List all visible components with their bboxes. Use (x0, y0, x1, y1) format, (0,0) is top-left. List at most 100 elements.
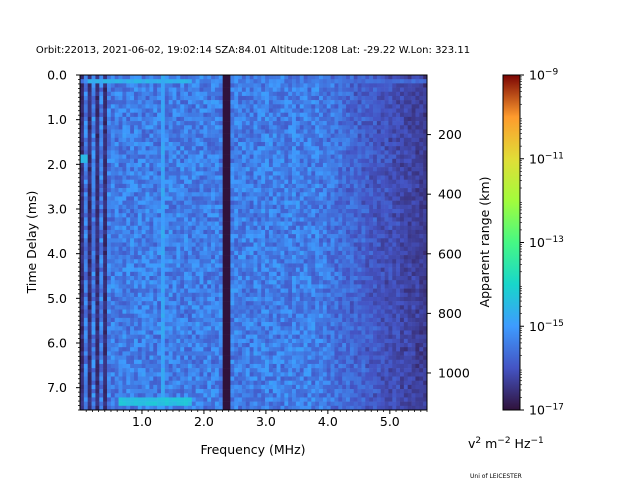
heatmap-cell (226, 196, 231, 201)
heatmap-cell (376, 179, 382, 185)
heatmap-cell (376, 213, 382, 218)
heatmap-cell (168, 95, 173, 101)
heatmap-cell (380, 137, 385, 143)
heatmap-cell (265, 137, 270, 143)
heatmap-cell (376, 100, 382, 105)
heatmap-cell (153, 221, 158, 227)
heatmap-cell (126, 104, 131, 109)
heatmap-cell (199, 95, 204, 101)
heatmap-cell (187, 75, 193, 80)
heatmap-cell (95, 213, 100, 218)
heatmap-cell (299, 263, 304, 268)
heatmap-cell (423, 162, 428, 168)
heatmap-cell (160, 129, 166, 134)
heatmap-cell (180, 296, 185, 302)
heatmap-cell (211, 175, 216, 180)
heatmap-cell (276, 301, 281, 306)
heatmap-cell (326, 162, 331, 168)
heatmap-cell (211, 250, 216, 256)
heatmap-cell (396, 196, 401, 201)
heatmap-cell (342, 250, 347, 256)
heatmap-cell (199, 284, 204, 289)
heatmap-cell (365, 104, 370, 109)
heatmap-cell (164, 146, 169, 151)
heatmap-cell (238, 91, 243, 97)
heatmap-cell (187, 142, 193, 147)
heatmap-cell (130, 271, 135, 277)
heatmap-cell (218, 192, 223, 197)
heatmap-cell (423, 183, 428, 189)
heatmap-cell (199, 238, 204, 243)
heatmap-cell (168, 204, 173, 210)
heatmap-cell (319, 263, 324, 268)
heatmap-cell (238, 87, 243, 93)
heatmap-cell (195, 246, 200, 252)
heatmap-cell (99, 238, 104, 243)
heatmap-cell (295, 301, 301, 306)
heatmap-cell (126, 280, 131, 285)
heatmap-cell (218, 121, 223, 126)
heatmap-cell (99, 75, 104, 80)
heatmap-cell (411, 125, 416, 130)
heatmap-cell (276, 221, 281, 227)
heatmap-cell (164, 217, 169, 222)
heatmap-cell (110, 158, 115, 164)
heatmap-cell (365, 87, 370, 93)
heatmap-cell (307, 142, 312, 147)
heatmap-cell (83, 75, 89, 80)
heatmap-cell (315, 204, 320, 210)
heatmap-cell (226, 112, 231, 118)
heatmap-cell (199, 100, 204, 105)
heatmap-cell (114, 112, 119, 118)
heatmap-cell (222, 246, 227, 252)
heatmap-cell (400, 137, 405, 143)
heatmap-cell (392, 79, 397, 84)
heatmap-cell (326, 188, 331, 193)
heatmap-cell (141, 125, 146, 130)
heatmap-cell (153, 209, 158, 214)
heatmap-cell (80, 305, 85, 310)
heatmap-cell (272, 129, 277, 134)
heatmap-cell (407, 217, 412, 222)
heatmap-cell (203, 225, 208, 231)
heatmap-cell (184, 238, 189, 243)
heatmap-cell (218, 200, 223, 206)
heatmap-cell (319, 242, 324, 247)
heatmap-cell (149, 83, 154, 88)
heatmap-cell (184, 271, 189, 277)
heatmap-cell (388, 259, 393, 264)
heatmap-cell (153, 196, 158, 201)
heatmap-cell (276, 217, 281, 222)
heatmap-cell (334, 204, 339, 210)
heatmap-cell (349, 296, 355, 302)
heatmap-cell (172, 188, 177, 193)
heatmap-cell (319, 188, 324, 193)
heatmap-cell (276, 234, 281, 239)
heatmap-cell (268, 175, 274, 180)
heatmap-cell (234, 242, 239, 247)
heatmap-cell (83, 154, 89, 160)
heatmap-cell (141, 301, 146, 306)
heatmap-cell (349, 284, 355, 289)
heatmap-cell (272, 234, 277, 239)
heatmap-cell (103, 162, 108, 168)
heatmap-cell (419, 213, 424, 218)
heatmap-cell (357, 179, 362, 185)
heatmap-cell (106, 146, 112, 151)
heatmap-cell (214, 142, 220, 147)
heatmap-cell (141, 137, 146, 143)
heatmap-cell (257, 108, 262, 113)
heatmap-cell (276, 79, 281, 84)
heatmap-cell (326, 267, 331, 273)
heatmap-cell (106, 91, 112, 97)
heatmap-cell (126, 150, 131, 155)
heatmap-cell (137, 129, 142, 134)
heatmap-cell (222, 200, 227, 206)
heatmap-cell (261, 225, 266, 231)
heatmap-cell (176, 95, 181, 101)
heatmap-cell (122, 271, 127, 277)
heatmap-cell (407, 100, 412, 105)
heatmap-cell (145, 196, 150, 201)
heatmap-cell (373, 146, 378, 151)
heatmap-cell (373, 129, 378, 134)
